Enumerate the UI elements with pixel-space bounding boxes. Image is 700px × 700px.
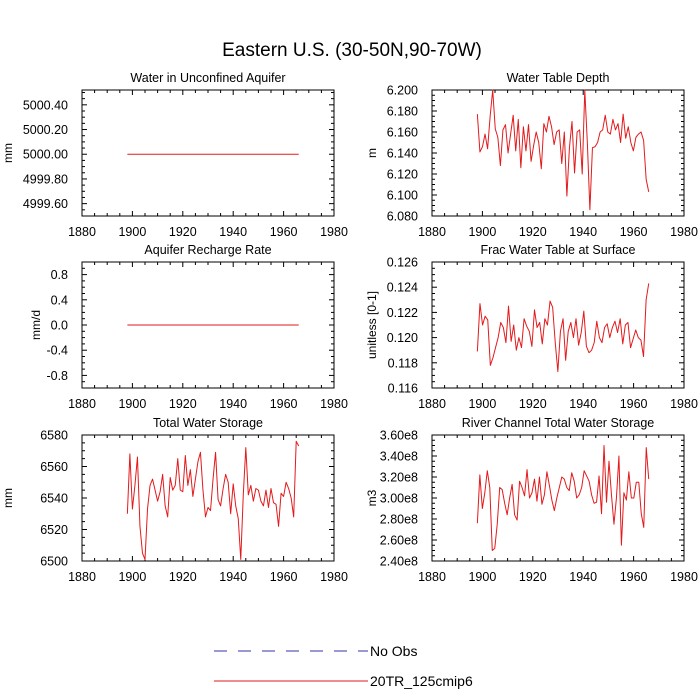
y-tick-label: 0.4 bbox=[51, 293, 68, 307]
y-tick-label: 2.60e8 bbox=[380, 534, 418, 548]
y-tick-label: 6.140 bbox=[387, 147, 418, 161]
x-tick-label: 1960 bbox=[620, 397, 648, 411]
y-tick-label: -0.8 bbox=[46, 369, 68, 383]
x-tick-label: 1960 bbox=[270, 570, 298, 584]
y-tick-label: 6.180 bbox=[387, 105, 418, 119]
x-tick-label: 1980 bbox=[670, 397, 698, 411]
series-line bbox=[476, 283, 650, 373]
legend-label-20tr: 20TR_125cmip6 bbox=[370, 673, 473, 689]
y-tick-label: 3.20e8 bbox=[380, 471, 418, 485]
x-tick-label: 1900 bbox=[118, 397, 146, 411]
panel-aquifer-recharge-rate: Aquifer Recharge Rate mm/d 1880 1900 1920 194… bbox=[29, 243, 348, 411]
panel-frac-water-table-at-surface: Frac Water Table at Surface unitless [0-1… bbox=[365, 243, 698, 411]
y-tick-label: 3.00e8 bbox=[380, 492, 418, 506]
x-tick-label: 1940 bbox=[219, 397, 247, 411]
y-tick-label: 0.124 bbox=[387, 281, 418, 295]
y-tick-label: 0.116 bbox=[388, 382, 418, 396]
series-line bbox=[476, 89, 650, 211]
y-tick-label: 5000.00 bbox=[23, 148, 68, 162]
panel-title: Frac Water Table at Surface bbox=[481, 243, 636, 257]
y-tick-label: 2.40e8 bbox=[380, 555, 418, 569]
y-tick-label: 6580 bbox=[40, 429, 68, 443]
panel-title: Water Table Depth bbox=[507, 71, 610, 85]
panel-title: Water in Unconfined Aquifer bbox=[130, 71, 285, 85]
panel-title: River Channel Total Water Storage bbox=[462, 416, 655, 430]
y-tick-label: 6520 bbox=[40, 523, 68, 537]
x-tick-label: 1920 bbox=[169, 570, 197, 584]
y-tick-label: 4999.80 bbox=[23, 172, 68, 186]
y-tick-label: 3.40e8 bbox=[380, 450, 418, 464]
y-tick-label: 0.8 bbox=[51, 268, 68, 282]
y-tick-label: 5000.40 bbox=[23, 98, 68, 112]
y-tick-label: 0.120 bbox=[387, 331, 418, 345]
x-tick-label: 1940 bbox=[569, 570, 597, 584]
x-tick-label: 1900 bbox=[118, 570, 146, 584]
x-tick-label: 1900 bbox=[468, 397, 496, 411]
x-tick-label: 1880 bbox=[418, 397, 446, 411]
y-tick-label: -0.4 bbox=[46, 344, 68, 358]
y-tick-label: 3.60e8 bbox=[380, 429, 418, 443]
x-tick-label: 1920 bbox=[519, 570, 547, 584]
series-line bbox=[126, 440, 300, 560]
panel-water-in-unconfined-aquifer: Water in Unconfined Aquifer mm 1880 1900 192… bbox=[1, 71, 348, 239]
y-axis-label: mm/d bbox=[29, 310, 43, 340]
x-tick-label: 1920 bbox=[519, 225, 547, 239]
x-tick-label: 1980 bbox=[670, 225, 698, 239]
x-tick-label: 1900 bbox=[468, 225, 496, 239]
panel-title: Aquifer Recharge Rate bbox=[144, 243, 271, 257]
series-line bbox=[476, 445, 650, 551]
x-tick-label: 1920 bbox=[169, 397, 197, 411]
legend: No Obs 20TR_125cmip6 bbox=[214, 643, 473, 689]
y-axis-label: unitless [0-1] bbox=[365, 291, 379, 359]
x-tick-label: 1980 bbox=[320, 225, 348, 239]
x-tick-label: 1960 bbox=[270, 397, 298, 411]
x-tick-label: 1920 bbox=[519, 397, 547, 411]
x-tick-label: 1940 bbox=[569, 225, 597, 239]
y-axis-label: m3 bbox=[365, 489, 379, 506]
x-tick-label: 1940 bbox=[219, 225, 247, 239]
y-tick-label: 5000.20 bbox=[23, 123, 68, 137]
x-tick-label: 1880 bbox=[418, 225, 446, 239]
x-tick-label: 1980 bbox=[670, 570, 698, 584]
y-tick-label: 6.200 bbox=[387, 84, 418, 98]
panel-title: Total Water Storage bbox=[153, 416, 263, 430]
x-tick-label: 1880 bbox=[68, 397, 96, 411]
x-tick-label: 1960 bbox=[620, 225, 648, 239]
y-tick-label: 6.080 bbox=[387, 210, 418, 224]
y-tick-label: 6500 bbox=[40, 555, 68, 569]
y-tick-label: 6560 bbox=[40, 460, 68, 474]
x-tick-label: 1960 bbox=[620, 570, 648, 584]
y-tick-label: 0.0 bbox=[51, 319, 68, 333]
panel-total-water-storage: Total Water Storage mm 1880 1900 1920 1940 196… bbox=[1, 416, 348, 584]
x-tick-label: 1880 bbox=[68, 570, 96, 584]
panel-water-table-depth: Water Table Depth m 1880 1900 1920 1940 1960 19… bbox=[365, 71, 698, 239]
x-tick-label: 1980 bbox=[320, 397, 348, 411]
x-tick-label: 1940 bbox=[219, 570, 247, 584]
y-tick-label: 6.100 bbox=[387, 189, 418, 203]
y-tick-label: 0.126 bbox=[387, 256, 418, 270]
y-axis-label: mm bbox=[1, 143, 15, 163]
y-tick-label: 6.120 bbox=[387, 168, 418, 182]
x-tick-label: 1980 bbox=[320, 570, 348, 584]
y-tick-label: 2.80e8 bbox=[380, 513, 418, 527]
y-tick-label: 0.118 bbox=[388, 356, 418, 370]
figure-title: Eastern U.S. (30-50N,90-70W) bbox=[222, 40, 482, 61]
x-tick-label: 1880 bbox=[418, 570, 446, 584]
y-tick-label: 6.160 bbox=[387, 126, 418, 140]
x-tick-label: 1940 bbox=[569, 397, 597, 411]
panel-river-channel-total-water-storage: River Channel Total Water Storage m3 1880 1… bbox=[365, 416, 698, 584]
y-tick-label: 6540 bbox=[40, 492, 68, 506]
y-axis-label: mm bbox=[1, 488, 15, 508]
y-tick-label: 4999.60 bbox=[23, 197, 68, 211]
legend-label-no-obs: No Obs bbox=[370, 643, 417, 659]
x-tick-label: 1960 bbox=[270, 225, 298, 239]
y-axis-label: m bbox=[365, 148, 379, 158]
x-tick-label: 1900 bbox=[118, 225, 146, 239]
x-tick-label: 1900 bbox=[468, 570, 496, 584]
x-tick-label: 1920 bbox=[169, 225, 197, 239]
y-tick-label: 0.122 bbox=[387, 306, 418, 320]
x-tick-label: 1880 bbox=[68, 225, 96, 239]
